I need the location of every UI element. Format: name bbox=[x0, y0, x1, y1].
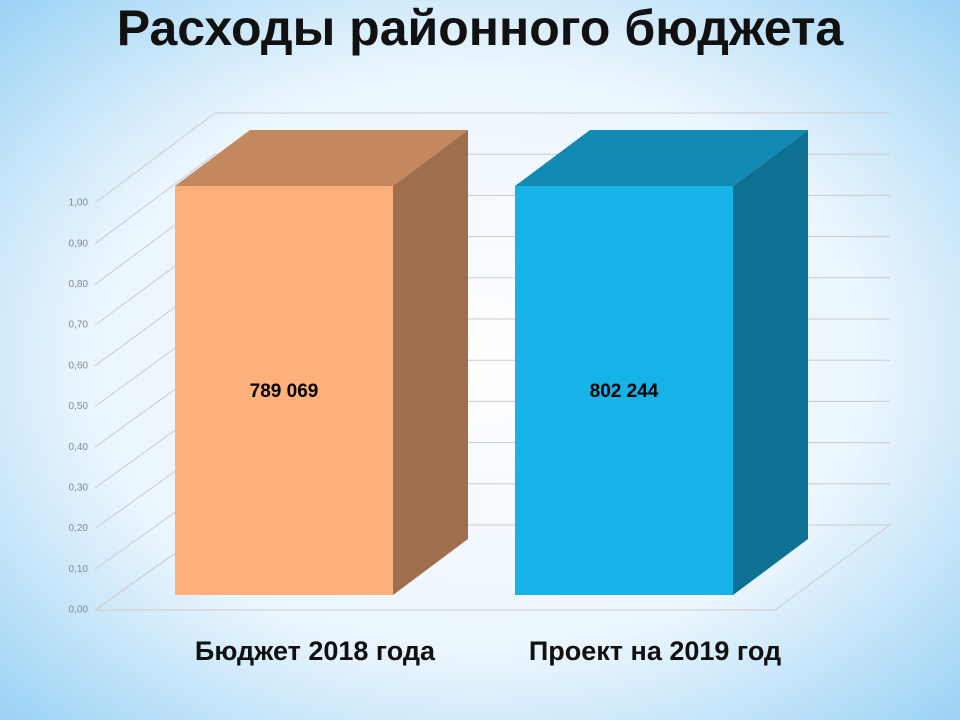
y-tick-label: 0,80 bbox=[69, 279, 89, 290]
y-tick-label: 1,00 bbox=[69, 198, 89, 209]
x-tick-label: Проект на 2019 год bbox=[529, 636, 781, 666]
bar bbox=[515, 186, 733, 595]
y-tick-label: 0,30 bbox=[69, 483, 89, 494]
data-label: 802 244 bbox=[590, 381, 659, 402]
y-tick-label: 0,20 bbox=[69, 523, 89, 534]
x-tick-label: Бюджет 2018 года bbox=[195, 636, 436, 666]
bar bbox=[175, 186, 393, 595]
bar-top bbox=[515, 130, 808, 186]
y-tick-label: 0,10 bbox=[69, 564, 89, 575]
chart-title: Расходы районного бюджета bbox=[117, 0, 845, 56]
y-tick-label: 0,70 bbox=[69, 320, 89, 331]
bar-side bbox=[393, 130, 468, 595]
data-label: 789 069 bbox=[250, 381, 319, 402]
grid-line bbox=[94, 112, 216, 204]
y-tick-label: 0,60 bbox=[69, 360, 89, 371]
grid-line bbox=[94, 153, 216, 245]
bar-top bbox=[175, 130, 468, 186]
y-tick-label: 0,00 bbox=[69, 605, 89, 616]
y-tick-label: 0,90 bbox=[69, 238, 89, 249]
y-tick-label: 0,50 bbox=[69, 401, 89, 412]
bar-side bbox=[733, 130, 808, 595]
y-tick-label: 0,40 bbox=[69, 442, 89, 453]
